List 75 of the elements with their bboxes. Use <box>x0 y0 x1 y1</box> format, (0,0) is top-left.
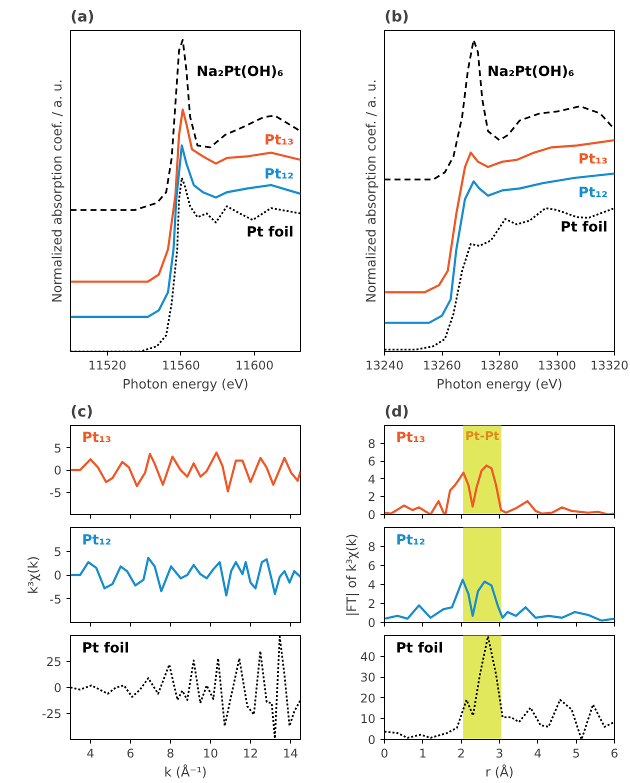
text: Pt₁₂ <box>396 532 426 548</box>
x-tick-label: 4 <box>534 746 542 760</box>
y-tick-label: 5 <box>54 544 62 559</box>
y-tick-label: 0 <box>368 508 376 522</box>
x-tick-label: 6 <box>126 746 134 760</box>
line-series <box>70 452 300 492</box>
series-label: Pt foil <box>560 219 608 236</box>
x-axis-title: k (Å⁻¹) <box>164 764 207 780</box>
y-tick-label: 20 <box>360 691 376 706</box>
y-tick-label: 25 <box>46 655 62 669</box>
x-axis-title: r (Å) <box>485 764 514 780</box>
x-axis-title: Photon energy (eV) <box>122 378 248 392</box>
y-tick-label: 2 <box>368 597 376 611</box>
y-tick-label: 6 <box>368 559 376 573</box>
y-tick-label: 30 <box>360 670 376 685</box>
series-label: Pt₁₂ <box>264 166 294 183</box>
y-tick-label: 10 <box>360 712 376 726</box>
y-tick-label: -5 <box>50 592 62 606</box>
x-tick-label: 11600 <box>235 358 274 372</box>
line-series <box>70 556 300 597</box>
x-tick-label: 6 <box>610 746 618 760</box>
text: Pt₁₃ <box>396 430 426 446</box>
line-series <box>70 636 300 740</box>
y-tick-label: 2 <box>368 490 376 504</box>
x-tick-label: 2 <box>457 746 465 760</box>
y-tick-label: 0 <box>54 568 62 582</box>
x-tick-label: 5 <box>572 746 580 760</box>
y-tick-label: 0 <box>54 464 62 478</box>
y-tick-label: 6 <box>368 454 376 469</box>
chart-title: (c) <box>70 402 94 420</box>
series-label: Pt₁₂ <box>578 184 608 201</box>
x-tick-label: 0 <box>380 746 388 760</box>
x-tick-label: 13280 <box>480 358 519 372</box>
text: Pt foil <box>82 640 130 657</box>
series-label: Pt₁₂ <box>82 532 112 548</box>
series-label: Pt₁₃ <box>578 151 608 168</box>
x-tick-label: 4 <box>86 746 94 760</box>
y-tick-label: -25 <box>42 707 62 721</box>
x-tick-label: 13300 <box>538 358 576 372</box>
y-tick-label: 40 <box>360 650 376 664</box>
series-label: Pt foil <box>246 224 294 241</box>
x-axis-title: Photon energy (eV) <box>436 378 562 392</box>
series-label: Pt₁₃ <box>264 132 294 149</box>
chart-title: (d) <box>384 402 409 420</box>
y-tick-label: 8 <box>368 540 376 554</box>
y-tick-label: 4 <box>368 472 376 486</box>
y-tick-label: 0 <box>54 681 62 695</box>
series-label: Na₂Pt(OH)₆ <box>196 64 284 80</box>
y-axis-title: Normalized absorption coef. / a. u. <box>364 79 380 303</box>
x-tick-label: 10 <box>202 746 218 760</box>
x-tick-label: 11560 <box>162 358 200 372</box>
x-tick-label: 14 <box>282 746 298 760</box>
y-axis-title: |FT| of k³χ(k) <box>344 534 360 616</box>
x-tick-label: 13320 <box>590 358 629 372</box>
chart-title: (a) <box>70 8 94 26</box>
x-tick-label: 13260 <box>422 358 462 372</box>
y-tick-label: -5 <box>50 486 62 500</box>
y-tick-label: 8 <box>368 436 376 451</box>
legend-label: Pt foil <box>396 640 444 657</box>
band-label: Pt-Pt <box>465 429 500 444</box>
y-tick-label: 5 <box>54 441 62 456</box>
series-label: Na₂Pt(OH)₆ <box>487 64 574 80</box>
x-tick-label: 1 <box>419 746 427 760</box>
y-tick-label: 0 <box>368 616 376 630</box>
y-tick-label: 4 <box>368 578 376 592</box>
y-tick-label: 0 <box>368 733 376 747</box>
x-tick-label: 8 <box>166 746 174 760</box>
chart-title: (b) <box>384 8 409 26</box>
x-tick-label: 3 <box>496 746 504 760</box>
y-axis-title: Normalized absorption coef. / a. u. <box>50 79 66 303</box>
y-axis-title: k³χ(k) <box>26 556 42 594</box>
x-tick-label: 13240 <box>365 358 404 372</box>
series-label: Pt₁₃ <box>82 430 112 446</box>
x-tick-label: 11520 <box>88 358 126 372</box>
x-tick-label: 12 <box>242 746 258 760</box>
